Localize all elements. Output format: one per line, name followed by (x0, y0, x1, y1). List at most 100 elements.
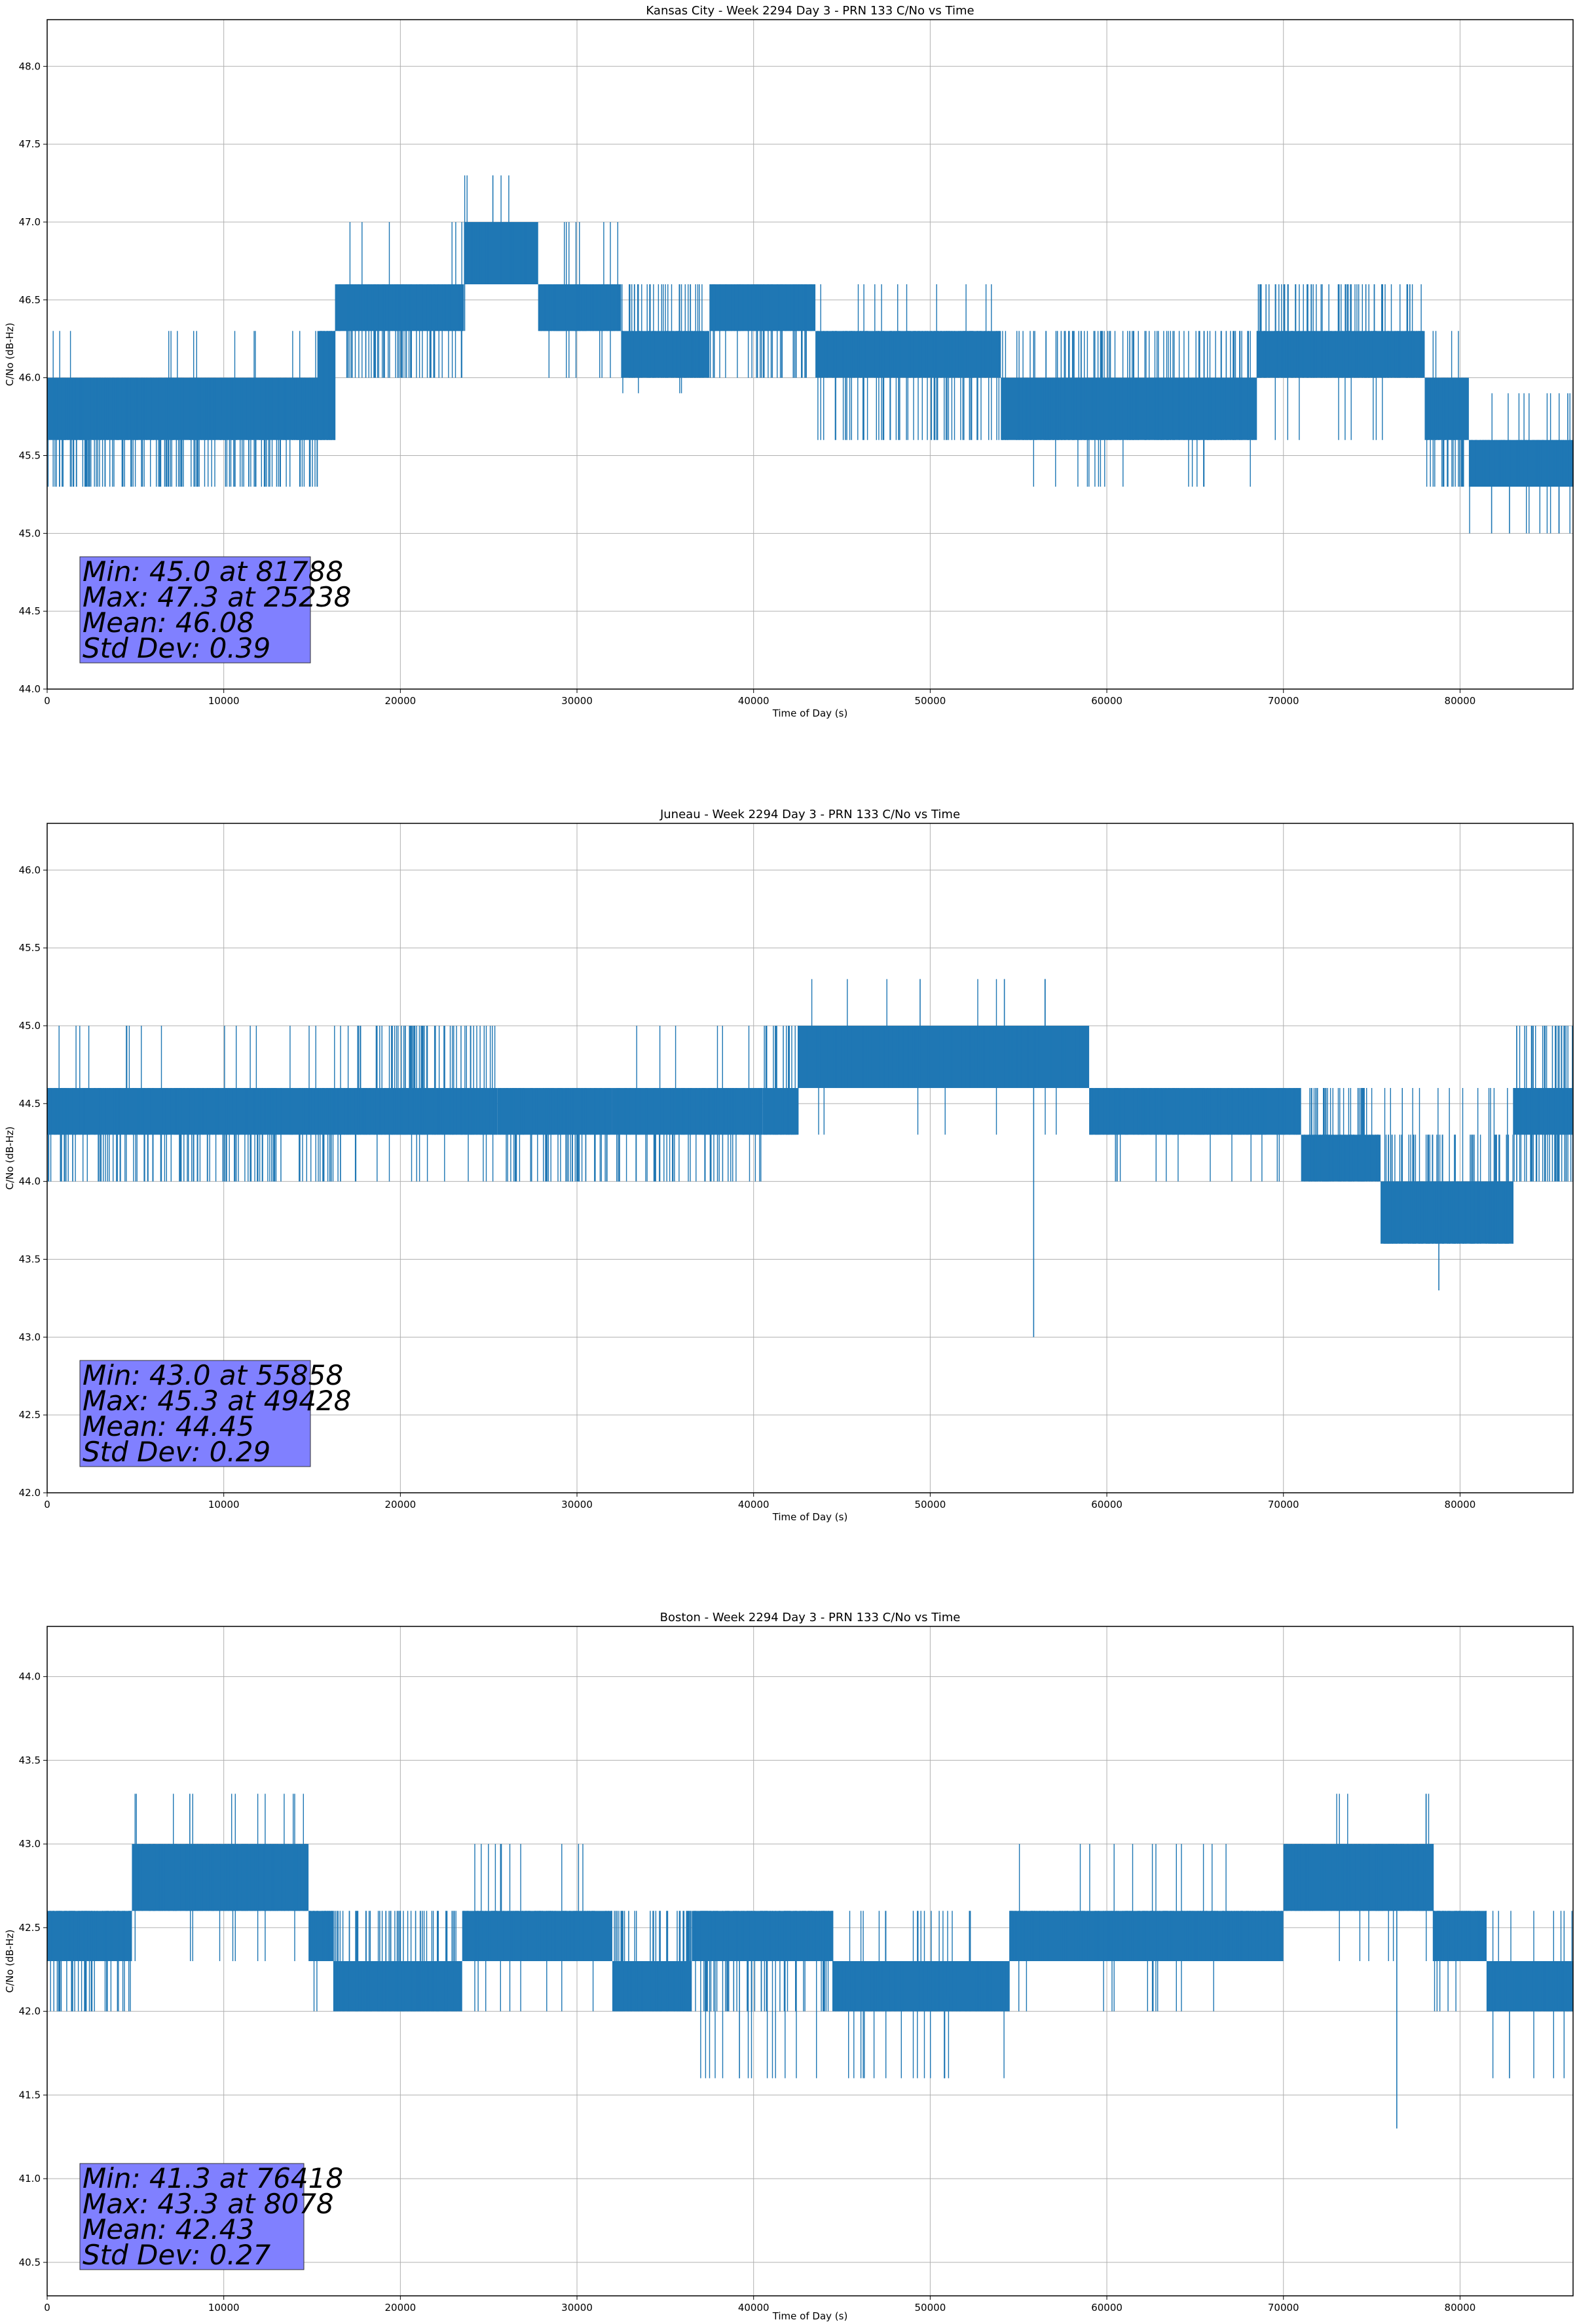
series-band (709, 284, 816, 331)
series-jitter (798, 979, 1089, 1135)
x-tick-label: 40000 (738, 1499, 770, 1510)
plot-frame (46, 823, 1574, 1493)
x-tick-label: 30000 (561, 2302, 593, 2314)
series-jitter (1284, 1793, 1434, 1961)
y-tick-label: 45.5 (19, 942, 41, 954)
series-jitter (614, 1911, 692, 2012)
series-jitter (1009, 1844, 1282, 2012)
series-band (1486, 1961, 1573, 2012)
x-tick-label: 40000 (738, 2302, 770, 2314)
plot-frame (46, 19, 1574, 690)
x-tick-label: 10000 (208, 1499, 240, 1510)
series-jitter (339, 222, 462, 378)
y-tick-label: 44.5 (19, 605, 41, 617)
x-tick-label: 50000 (915, 2302, 946, 2314)
axis-ticks: 0 10000 20000 30000 40000 50000 60000 70000 8000… (19, 1671, 1476, 2314)
stat-mean: Mean: 46.08 (83, 607, 254, 639)
data-series (46, 175, 1574, 534)
y-tick-label: 40.5 (19, 2257, 41, 2268)
y-tick-label: 46.0 (19, 864, 41, 876)
x-tick-label: 10000 (208, 695, 240, 707)
x-tick-label: 70000 (1268, 1499, 1299, 1510)
y-tick-label: 44.0 (19, 1671, 41, 1683)
y-tick-label: 44.0 (19, 1176, 41, 1188)
y-tick-label: 42.5 (19, 1409, 41, 1421)
series-jitter (540, 222, 621, 378)
stat-std-dev: Std Dev: 0.39 (83, 632, 270, 664)
y-tick-label: 41.0 (19, 2173, 41, 2184)
y-axis-label: C/No (dB-Hz) (4, 323, 16, 386)
series-jitter (1426, 331, 1466, 487)
series-jitter (1383, 1088, 1513, 1244)
series-jitter (764, 1026, 796, 1135)
series-band (612, 1088, 763, 1135)
y-tick-label: 45.0 (19, 1020, 41, 1032)
stat-max: Max: 47.3 at 25238 (83, 581, 351, 613)
x-tick-label: 20000 (384, 2302, 416, 2314)
series-jitter (694, 1911, 834, 2078)
y-tick-label: 43.0 (19, 1838, 41, 1850)
x-axis-label: Time of Day (s) (772, 2310, 848, 2322)
series-jitter (1433, 1911, 1487, 2012)
y-tick-label: 41.5 (19, 2089, 41, 2101)
x-axis-label: Time of Day (s) (772, 707, 848, 719)
series-jitter (333, 1911, 462, 2012)
y-tick-label: 47.0 (19, 216, 41, 228)
series-jitter (48, 1026, 357, 1182)
series-jitter (1304, 1088, 1379, 1182)
chart-juneau: Juneau - Week 2294 Day 3 - PRN 133 C/No … (4, 808, 1574, 1523)
y-tick-label: 44.0 (19, 683, 41, 695)
series-jitter (817, 284, 1000, 440)
series-jitter (463, 1844, 612, 2012)
x-tick-label: 80000 (1445, 695, 1476, 707)
series-jitter (710, 284, 815, 378)
series-jitter (46, 331, 318, 487)
stat-mean: Mean: 44.45 (83, 1410, 254, 1442)
x-tick-label: 30000 (561, 1499, 593, 1510)
stat-std-dev: Std Dev: 0.29 (83, 1436, 270, 1468)
stat-min: Min: 41.3 at 76418 (83, 2162, 343, 2194)
stats-box: Min: 41.3 at 76418 Max: 43.3 at 8078 Mea… (79, 2162, 343, 2271)
x-tick-label: 70000 (1268, 2302, 1299, 2314)
y-tick-label: 46.5 (19, 294, 41, 306)
series-jitter (835, 1911, 1006, 2078)
y-axis-label: C/No (dB-Hz) (4, 1127, 16, 1190)
stat-min: Min: 45.0 at 81788 (83, 555, 343, 588)
y-tick-label: 42.5 (19, 1922, 41, 1934)
x-tick-label: 70000 (1268, 695, 1299, 707)
series-jitter (48, 1911, 132, 2012)
x-tick-label: 50000 (915, 1499, 946, 1510)
series-jitter (622, 284, 708, 394)
series-jitter (464, 175, 538, 331)
series-jitter (1256, 284, 1423, 440)
series-jitter (1089, 1088, 1300, 1182)
chart-title: Juneau - Week 2294 Day 3 - PRN 133 C/No … (659, 808, 960, 821)
y-tick-label: 42.0 (19, 1487, 41, 1499)
series-jitter (1469, 393, 1574, 534)
stat-max: Max: 43.3 at 8078 (83, 2188, 334, 2220)
plot-frame (46, 1626, 1574, 2296)
x-tick-label: 0 (44, 2302, 50, 2314)
y-tick-label: 45.5 (19, 449, 41, 461)
series-jitter (308, 1911, 333, 2012)
y-tick-label: 43.5 (19, 1253, 41, 1265)
x-tick-label: 20000 (384, 695, 416, 707)
x-tick-label: 50000 (915, 695, 946, 707)
axis-ticks: 0 10000 20000 30000 40000 50000 60000 70000 8000… (19, 864, 1476, 1510)
x-tick-label: 60000 (1091, 2302, 1122, 2314)
series-band (333, 1961, 462, 2012)
x-tick-label: 0 (44, 1499, 50, 1510)
stats-box: Min: 45.0 at 81788 Max: 47.3 at 25238 Me… (79, 555, 351, 664)
y-tick-label: 46.0 (19, 372, 41, 384)
x-tick-label: 80000 (1445, 1499, 1476, 1510)
x-tick-label: 60000 (1091, 1499, 1122, 1510)
series-jitter (1487, 1911, 1574, 2078)
series-jitter (500, 1088, 610, 1182)
x-tick-label: 30000 (561, 695, 593, 707)
y-tick-label: 43.5 (19, 1754, 41, 1766)
data-series (47, 1793, 1574, 2129)
y-tick-label: 45.0 (19, 527, 41, 539)
series-jitter (132, 1793, 307, 1961)
y-axis-label: C/No (dB-Hz) (4, 1930, 16, 1993)
stat-max: Max: 45.3 at 49428 (83, 1385, 351, 1417)
